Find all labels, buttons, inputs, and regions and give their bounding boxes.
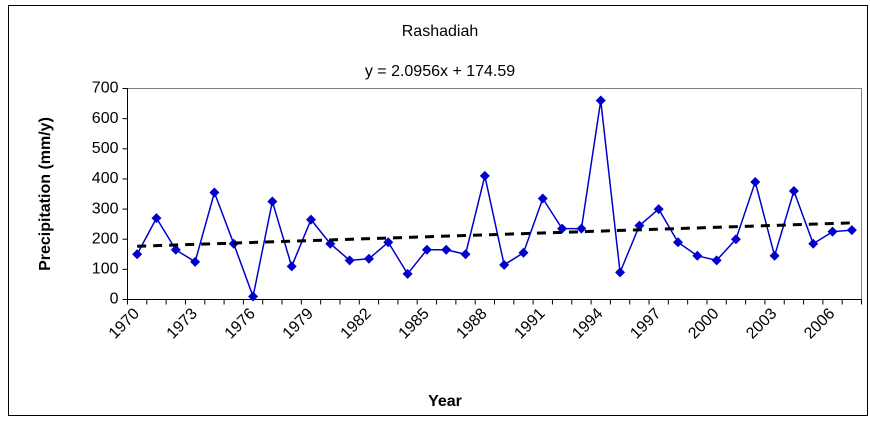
data-point: [653, 204, 664, 215]
x-axis-label: Year: [428, 393, 462, 410]
data-point: [363, 253, 374, 264]
y-axis-label: Precipitation (mm/y): [37, 117, 54, 271]
series-line: [136, 100, 852, 300]
data-point: [808, 238, 819, 249]
data-point: [383, 237, 394, 248]
data-point: [730, 234, 741, 245]
y-tick-label: 400: [92, 170, 119, 187]
y-tick-label: 300: [92, 200, 119, 217]
y-tick-label: 500: [92, 140, 119, 157]
data-point: [479, 170, 490, 181]
data-point: [537, 193, 548, 204]
data-point: [673, 237, 683, 248]
data-point: [769, 250, 780, 261]
data-point: [306, 214, 316, 225]
data-point: [190, 256, 201, 267]
data-point: [692, 250, 703, 261]
data-point: [595, 95, 606, 106]
y-tick-label: 100: [92, 261, 119, 278]
data-point: [267, 196, 278, 207]
data-point: [499, 259, 510, 270]
data-point: [132, 249, 143, 260]
data-point: [827, 226, 838, 237]
y-tick-label: 0: [110, 291, 119, 308]
data-point: [286, 261, 297, 272]
data-point: [421, 244, 432, 255]
y-tick-label: 600: [92, 110, 119, 127]
data-point: [615, 267, 626, 278]
data-point: [634, 220, 645, 231]
data-point: [209, 187, 220, 198]
data-point: [441, 244, 452, 255]
data-point: [750, 176, 761, 187]
chart-title: Rashadiah: [402, 23, 479, 40]
data-point: [151, 213, 162, 224]
trendline: [137, 221, 852, 248]
data-point: [846, 225, 857, 236]
data-point: [788, 185, 799, 196]
data-point: [344, 255, 355, 266]
data-point: [248, 291, 259, 302]
data-point: [170, 244, 181, 255]
plot-area: [127, 88, 862, 300]
data-point: [711, 255, 722, 266]
data-point: [402, 268, 413, 279]
data-point: [518, 247, 529, 258]
trend-equation: y = 2.0956x + 174.59: [365, 63, 515, 80]
y-tick-label: 700: [92, 80, 119, 97]
data-point: [460, 249, 471, 260]
data-point: [576, 223, 587, 234]
y-tick-label: 200: [92, 230, 119, 247]
